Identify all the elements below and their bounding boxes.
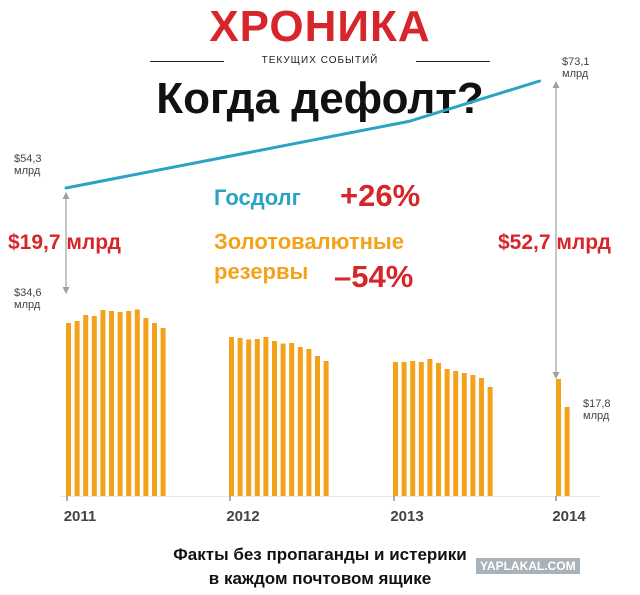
divider-left [150,61,224,62]
gap-arrow-2011-top-head-up [62,192,70,199]
x-tick-label-2011: 2011 [64,508,97,525]
bar-2011-5 [100,310,106,496]
debt-end-unit: млрд [562,68,589,80]
bar-2012-4 [254,339,260,496]
watermark: YAPLAKAL.COM [476,558,580,574]
bar-2011-3 [83,315,89,496]
reserves-end-value: $17,8 [583,398,611,410]
bar-2011-10 [143,318,149,496]
bar-2011-6 [109,311,114,496]
reserves-end-unit: млрд [583,410,610,422]
footer-line-2: в каждом почтовом ящике [208,569,432,588]
debt-start-label: $54,3 млрд [14,153,42,177]
gap-2011-label: $19,7 млрд [8,231,121,254]
gap-arrow-2014-head-up [552,81,560,88]
legend-debt-label: Госдолг [214,185,301,210]
bar-2013-5 [427,359,433,496]
gap-2014-label: $52,7 млрд [498,231,611,254]
bar-2012-7 [280,343,286,496]
gap-arrow-2014-head-down [552,372,560,379]
bar-2013-6 [436,363,441,496]
bar-2014-2 [564,407,570,496]
bar-2012-11 [315,356,320,496]
bar-2012-1 [229,337,234,496]
bar-2012-12 [323,361,329,496]
bar-2011-8 [126,311,132,496]
bar-2011-4 [91,316,97,496]
bar-2013-8 [453,371,459,496]
legend-debt-change: +26% [340,178,421,213]
bar-2012-5 [263,337,269,496]
bar-2013-10 [470,375,476,496]
bar-2012-2 [237,338,243,496]
legend-reserves-label-line1: Золотовалютные [214,229,404,254]
bar-2011-12 [160,328,166,496]
legend-reserves-change: –54% [334,259,414,294]
x-tick-label-2013: 2013 [390,508,423,525]
bar-2013-11 [479,378,484,496]
debt-start-unit: млрд [14,165,41,177]
bar-2012-6 [272,341,277,496]
bar-2012-10 [306,349,312,496]
brand-subtitle: ТЕКУЩИХ СОБЫТИЙ [261,55,379,66]
bar-2012-9 [297,347,303,496]
bar-2011-9 [134,309,140,496]
reserves-start-value: $34,6 [14,287,42,299]
brand-logo: ХРОНИКА [209,2,431,51]
legend-reserves-label-line2: резервы [214,259,309,284]
bar-2013-12 [487,387,493,496]
reserves-start-label: $34,6 млрд [14,287,42,311]
debt-end-value: $73,1 [562,56,590,68]
gap-arrow-2011-top-head-down [62,287,70,294]
bar-2012-3 [246,339,252,496]
debt-line [64,79,542,190]
bar-2011-7 [117,312,123,496]
bar-2011-1 [66,323,71,496]
bar-2013-7 [444,369,450,496]
bar-2014-1 [556,379,561,496]
bar-2013-4 [418,362,424,496]
bar-2013-1 [393,362,398,496]
bar-2013-2 [401,362,407,496]
reserves-start-unit: млрд [14,299,41,311]
debt-end-label: $73,1 млрд [562,56,590,80]
footer: Факты без пропаганды и истерики в каждом… [0,543,640,591]
debt-start-value: $54,3 [14,153,42,165]
x-tick-label-2014: 2014 [552,508,586,525]
bar-2013-9 [461,373,467,496]
bar-2011-2 [74,321,80,496]
x-tick-label-2012: 2012 [226,508,259,525]
divider-right [416,61,490,62]
footer-line-1: Факты без пропаганды и истерики [173,545,467,564]
bar-2011-11 [152,323,157,496]
bar-2012-8 [289,343,295,496]
bar-2013-3 [410,361,416,496]
reserves-end-label: $17,8 млрд [583,398,611,422]
